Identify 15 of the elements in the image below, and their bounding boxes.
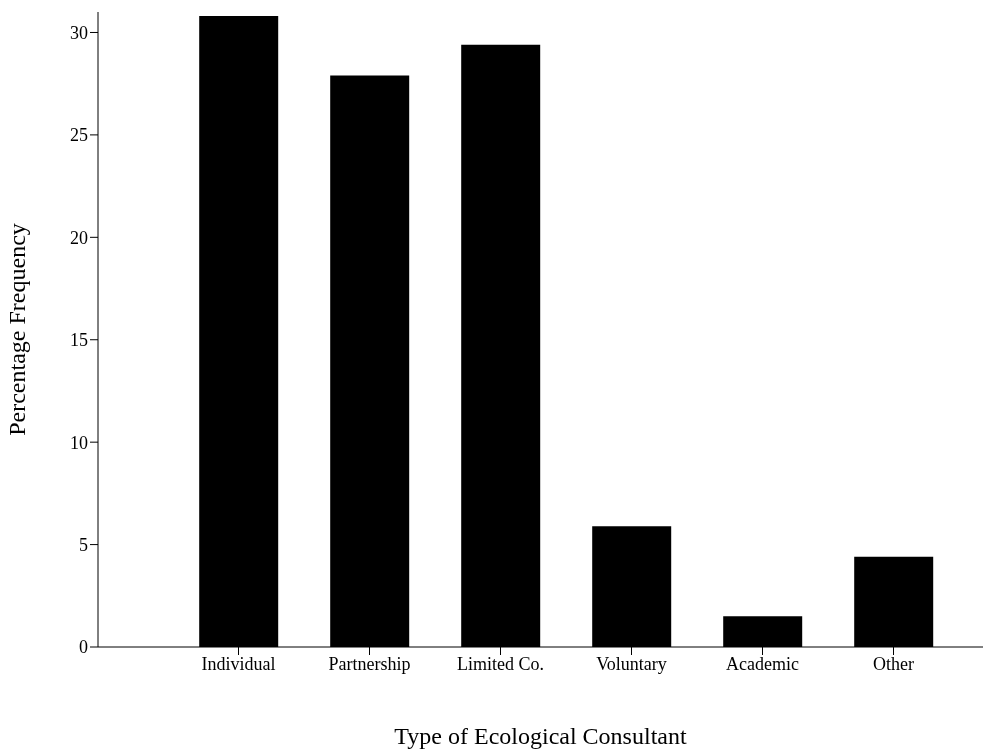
x-tick-label: Academic xyxy=(726,653,799,674)
y-tick-label: 20 xyxy=(70,227,88,248)
x-tick-label: Individual xyxy=(201,653,276,674)
y-axis-title: Percentage Frequency xyxy=(3,223,30,436)
x-tick-label: Other xyxy=(873,653,914,674)
y-tick-label: 30 xyxy=(70,22,88,43)
y-tick-label: 10 xyxy=(70,432,88,453)
x-tick-label: Voluntary xyxy=(596,653,667,674)
x-axis-title: Type of Ecological Consultant xyxy=(394,723,687,749)
y-tick-label: 15 xyxy=(70,330,88,351)
y-tick-label: 0 xyxy=(79,637,88,658)
x-tick-label: Partnership xyxy=(328,653,411,674)
x-tick-label: Limited Co. xyxy=(457,653,544,674)
y-tick-label: 25 xyxy=(70,125,88,146)
y-tick-label: 5 xyxy=(79,534,88,555)
